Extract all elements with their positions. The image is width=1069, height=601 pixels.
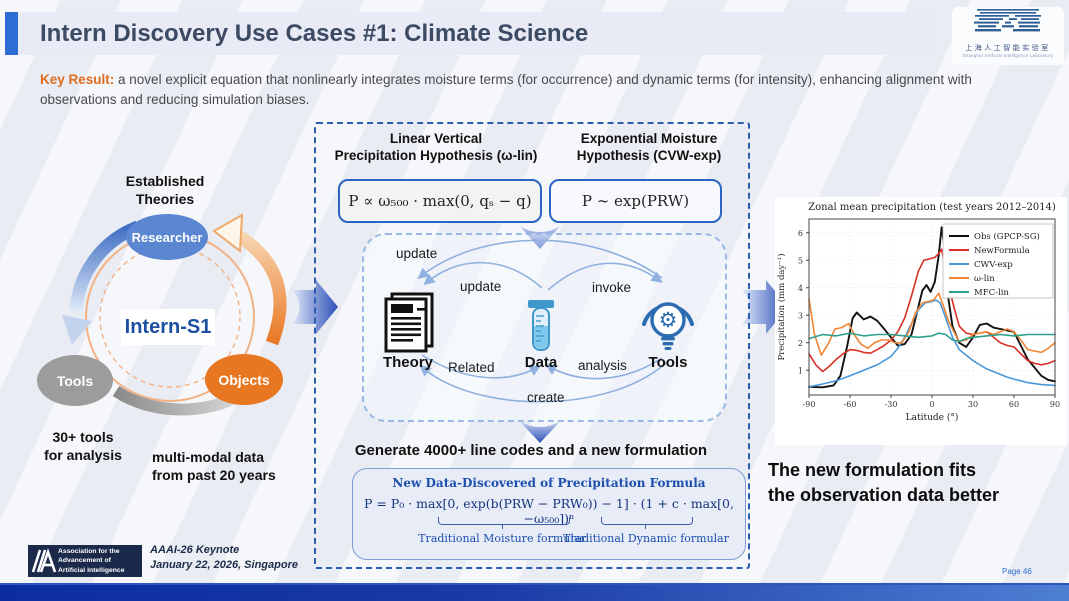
precipitation-chart: 1 2 3 4 5 6 -90 -60 -30 0 30 60 90 Zonal mean precipi… bbox=[775, 197, 1067, 445]
svg-text:0: 0 bbox=[929, 400, 934, 409]
page-number: Page 46 bbox=[1002, 567, 1032, 576]
underbrace-moisture-tick bbox=[502, 524, 504, 529]
down-arrow-2-icon bbox=[520, 421, 560, 443]
keynote-info: AAAI-26 Keynote January 22, 2026, Singap… bbox=[150, 543, 298, 574]
title-accent-bar bbox=[5, 12, 18, 55]
lab-logo-cn-text: 上海人工智能实验室 bbox=[965, 44, 1051, 52]
conclusion-text: The new formulation fits the observation… bbox=[768, 460, 1000, 506]
generate-codes-text: Generate 4000+ line codes and a new form… bbox=[354, 442, 708, 459]
loop-data-label: Data bbox=[524, 354, 558, 371]
svg-text:⚙: ⚙ bbox=[659, 309, 678, 332]
series-line-3 bbox=[808, 292, 1056, 356]
title-banner bbox=[18, 12, 935, 55]
arrow-blue-head bbox=[62, 315, 92, 345]
down-arrow-1-icon bbox=[520, 226, 560, 249]
page-title: Intern Discovery Use Cases #1: Climate S… bbox=[40, 20, 589, 47]
loop-tools-label: Tools bbox=[648, 354, 688, 371]
moisture-brace-label: Traditional Moisture formular bbox=[418, 532, 586, 545]
aaai-logo: Association for the Advancement of Artif… bbox=[28, 545, 142, 577]
svg-text:4: 4 bbox=[798, 284, 803, 293]
equation-omega-lin: P ∝ ω₅₀₀ · max(0, qₛ − q) bbox=[338, 179, 542, 223]
node-researcher: Researcher bbox=[126, 214, 208, 260]
svg-text:30: 30 bbox=[968, 400, 978, 409]
legend-label-3: ω-lin bbox=[974, 274, 995, 284]
node-tools: Tools bbox=[37, 355, 113, 406]
svg-text:3: 3 bbox=[798, 311, 803, 320]
lab-logo-en-text: Shanghai Artificial Intelligence Laborat… bbox=[962, 53, 1054, 58]
node-objects: Objects bbox=[205, 354, 283, 405]
caption-tools: 30+ tools for analysis bbox=[44, 429, 122, 464]
keynote-line1: AAAI-26 Keynote bbox=[150, 544, 240, 556]
svg-text:6: 6 bbox=[798, 229, 803, 238]
formula-box: New Data-Discovered of Precipitation For… bbox=[352, 468, 746, 560]
hypothesis2-title: Exponential Moisture Hypothesis (CVW-exp… bbox=[576, 131, 722, 163]
lab-logo: 上海人工智能实验室 Shanghai Artificial Intelligen… bbox=[952, 7, 1064, 65]
series-line-4 bbox=[808, 332, 1056, 343]
hypothesis-panel bbox=[314, 122, 750, 569]
underbrace-dynamic bbox=[601, 517, 693, 525]
svg-text:1: 1 bbox=[798, 366, 803, 375]
loop-invoke-label: invoke bbox=[592, 280, 632, 295]
loop-create-label: create bbox=[527, 390, 565, 405]
loop-related-label: Related bbox=[448, 360, 495, 375]
aaai-logo-text: Association for the Advancement of Artif… bbox=[58, 548, 125, 574]
arrow-orange-head bbox=[212, 213, 244, 253]
dynamic-brace-label: Traditional Dynamic formular bbox=[562, 532, 729, 545]
svg-text:5: 5 bbox=[798, 256, 803, 265]
loop-arrows bbox=[417, 239, 667, 403]
key-result-label: Key Result: bbox=[40, 72, 115, 87]
chart-xlabel: Latitude (°) bbox=[906, 412, 959, 423]
intern-s1-label: Intern-S1 bbox=[121, 309, 215, 345]
series-line-1 bbox=[808, 248, 1056, 373]
chart-title: Zonal mean precipitation (test years 201… bbox=[808, 202, 1056, 213]
legend-label-2: CWV-exp bbox=[974, 260, 1013, 270]
arrow-objects-to-researcher bbox=[230, 227, 287, 346]
svg-text:90: 90 bbox=[1050, 400, 1060, 409]
lab-logo-icon bbox=[974, 9, 1041, 32]
formula-text: P = P₀ · max[0, exp(b(PRW − PRW₀)) − 1] … bbox=[364, 496, 734, 526]
svg-text:-60: -60 bbox=[844, 400, 857, 409]
series-line-2 bbox=[808, 299, 1056, 388]
loop-update-mid-label: update bbox=[460, 279, 502, 294]
chart-svg: 1 2 3 4 5 6 -90 -60 -30 0 30 60 90 Zonal mean precipi… bbox=[776, 202, 1060, 423]
cycle-dashed-ring bbox=[99, 246, 241, 388]
theory-document-icon bbox=[384, 292, 434, 353]
svg-text:-30: -30 bbox=[885, 400, 898, 409]
equation-cvw-exp: P ∼ exp(PRW) bbox=[549, 179, 722, 223]
key-result-text: a novel explicit equation that nonlinear… bbox=[40, 72, 972, 108]
formula-title: New Data-Discovered of Precipitation For… bbox=[392, 476, 706, 490]
svg-text:60: 60 bbox=[1009, 400, 1019, 409]
svg-text:2: 2 bbox=[798, 339, 803, 348]
loop-analysis-label: analysis bbox=[578, 358, 627, 373]
legend-label-1: NewFormula bbox=[974, 246, 1030, 256]
legend-label-4: MFC-lin bbox=[974, 288, 1009, 298]
hypothesis1-title: Linear Vertical Precipitation Hypothesis… bbox=[334, 131, 538, 163]
keynote-line2: January 22, 2026, Singapore bbox=[150, 559, 298, 572]
established-theories-label: Established Theories bbox=[125, 173, 205, 208]
underbrace-dynamic-tick bbox=[645, 524, 647, 529]
legend-label-0: Obs (GPCP-SG) bbox=[974, 231, 1040, 242]
chart-ylabel: Precipitation (mm day⁻¹) bbox=[776, 253, 787, 360]
svg-text:-90: -90 bbox=[803, 400, 816, 409]
key-result: Key Result: a novel explicit equation th… bbox=[40, 70, 1042, 111]
caption-data: multi-modal data from past 20 years bbox=[152, 449, 276, 484]
aaai-logo-icon bbox=[31, 548, 57, 573]
data-testtube-icon bbox=[528, 300, 554, 351]
tools-bulb-gear-icon: ⚙ bbox=[642, 302, 694, 350]
underbrace-moisture bbox=[438, 517, 570, 525]
loop-theory-label: Theory bbox=[382, 354, 433, 371]
bottom-bar bbox=[0, 583, 1069, 601]
loop-update-top-label: update bbox=[396, 246, 438, 261]
